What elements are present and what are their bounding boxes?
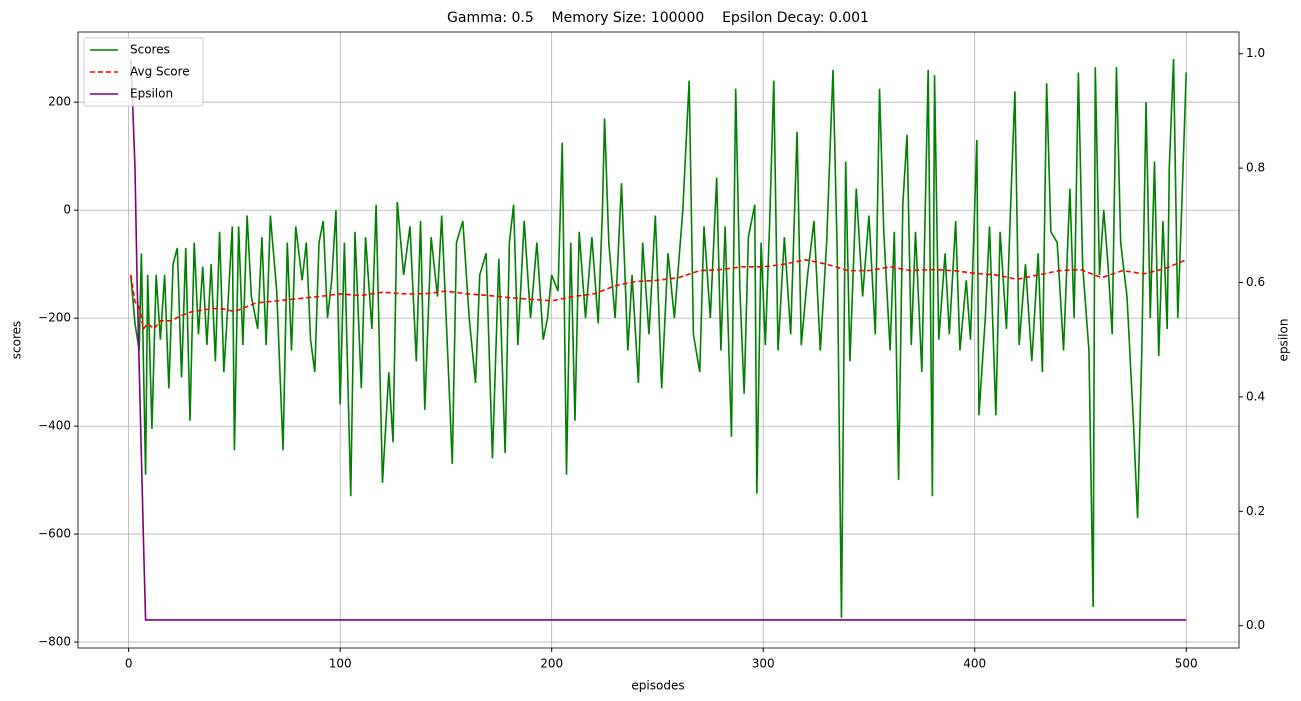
x-tick-label: 200 xyxy=(540,657,563,671)
y2-axis-label: epsilon xyxy=(1277,319,1291,362)
y-tick-label: −400 xyxy=(38,419,71,433)
y2-tick-label: 0.4 xyxy=(1246,389,1265,403)
y2-tick-label: 0.2 xyxy=(1246,504,1265,518)
x-tick-label: 300 xyxy=(752,657,775,671)
x-tick-label: 0 xyxy=(125,657,133,671)
series-line xyxy=(129,59,1187,621)
legend-label: Scores xyxy=(130,43,170,57)
legend-label: Epsilon xyxy=(130,87,173,101)
y2-tick-label: 1.0 xyxy=(1246,46,1265,60)
x-tick-label: 100 xyxy=(329,657,352,671)
y-axis-label: scores xyxy=(10,321,24,360)
y-tick-label: 200 xyxy=(48,95,71,109)
chart-title: Gamma: 0.5 Memory Size: 100000 Epsilon D… xyxy=(447,10,869,26)
x-axis-label: episodes xyxy=(631,679,684,693)
x-tick-label: 500 xyxy=(1175,657,1198,671)
plot-frame xyxy=(77,31,1240,649)
legend-box xyxy=(83,37,204,107)
y-tick-label: −800 xyxy=(38,635,71,649)
y2-tick-label: 0.6 xyxy=(1246,275,1265,289)
y-tick-label: 0 xyxy=(63,203,71,217)
y-tick-label: −200 xyxy=(38,311,71,325)
y2-tick-label: 0.0 xyxy=(1246,618,1265,632)
legend-label: Avg Score xyxy=(130,65,190,79)
series-line xyxy=(129,58,1188,618)
y2-tick-label: 0.8 xyxy=(1246,161,1265,175)
x-tick-label: 400 xyxy=(963,657,986,671)
y-tick-label: −600 xyxy=(38,527,71,541)
series-line xyxy=(129,259,1187,331)
